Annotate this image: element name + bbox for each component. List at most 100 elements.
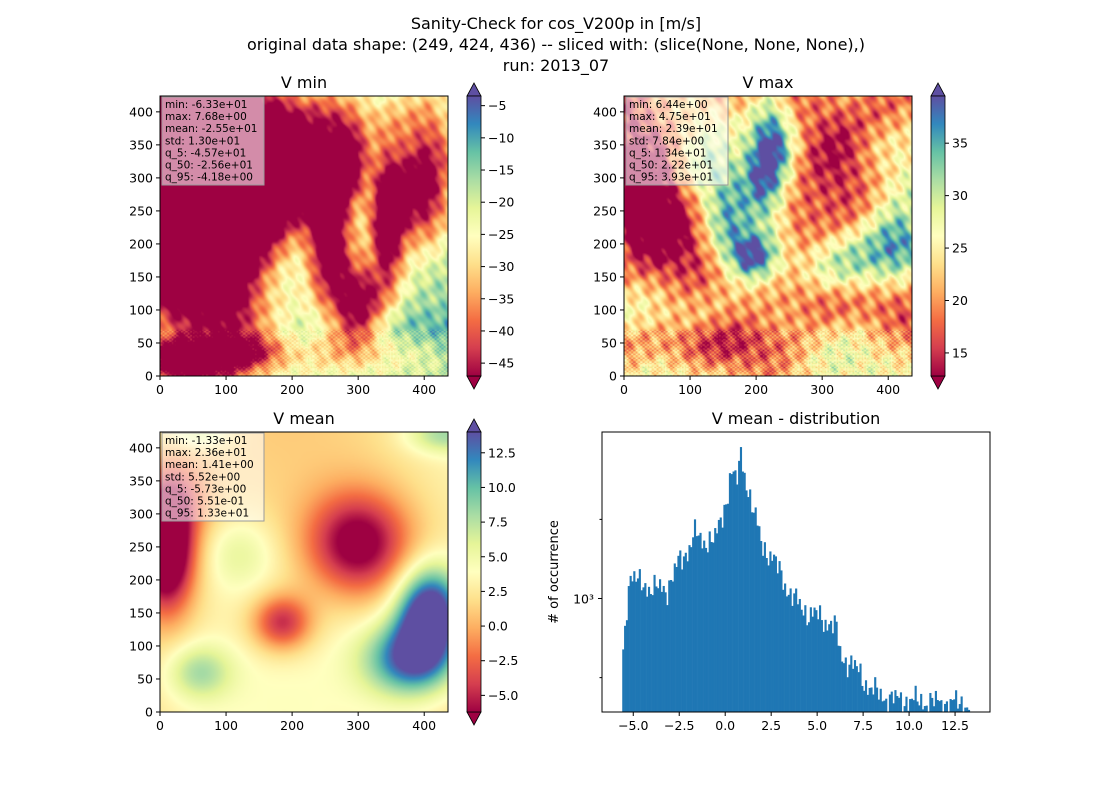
hist-bar <box>629 575 632 712</box>
hist-bar <box>964 707 967 712</box>
hist-bar <box>888 694 892 712</box>
hist-frame <box>601 431 991 713</box>
stats-line: q_5: 1.34e+01 <box>629 147 706 159</box>
stats-line: mean: 2.39e+01 <box>629 123 718 135</box>
vmax-colorbar <box>930 95 946 377</box>
hist-bar <box>923 706 926 712</box>
hist-bar <box>725 504 728 712</box>
hist-bar <box>684 552 687 712</box>
hist-bar <box>936 700 939 712</box>
stats-line: q_5: -5.73e+00 <box>165 483 246 495</box>
hist-bar <box>811 616 814 712</box>
vmean-title: V mean <box>273 409 334 428</box>
hist-bar <box>741 471 744 712</box>
x-tick-label: 2.5 <box>761 718 781 733</box>
y-tick-label: 200 <box>593 236 617 251</box>
colorbar-tick-label: −25 <box>488 227 514 242</box>
y-tick-label: 300 <box>129 506 153 521</box>
vmean-stats-box <box>161 432 265 522</box>
x-tick-label: 100 <box>678 382 702 397</box>
hist-bar <box>664 592 667 712</box>
hist-bar <box>673 563 676 712</box>
hist-bar <box>631 581 634 712</box>
x-tick-label: 400 <box>412 382 436 397</box>
hist-bar <box>778 561 781 712</box>
title-line-2: original data shape: (249, 424, 436) -- … <box>247 35 865 54</box>
hist-bar <box>754 507 757 712</box>
hist-bar <box>727 503 730 712</box>
hist-bar <box>898 697 901 712</box>
colorbar-tick-label: −40 <box>488 323 514 338</box>
x-tick-label: 0 <box>156 382 164 397</box>
x-tick-label: 300 <box>346 718 370 733</box>
hist-bar <box>659 579 662 712</box>
hist-bar <box>894 690 897 712</box>
y-tick-label: 150 <box>129 605 153 620</box>
hist-bar <box>853 660 857 712</box>
vmax-colorbar-extend-bottom <box>930 375 946 390</box>
hist-bar <box>782 589 785 712</box>
stats-line: q_50: -2.56e+01 <box>165 160 253 172</box>
y-tick-label: 0 <box>145 705 153 720</box>
figure-title: Sanity-Check for cos_V200p in [m/s] orig… <box>247 14 865 76</box>
hist-bar <box>828 624 831 712</box>
hist-bar <box>953 699 956 712</box>
hist-bar <box>793 593 796 712</box>
hist-bar <box>874 677 877 712</box>
hist-bar <box>780 570 783 712</box>
y-tick-label: 200 <box>129 572 153 587</box>
hist-bar <box>633 571 636 712</box>
hist-bar <box>932 706 936 712</box>
hist-bar <box>890 691 893 712</box>
hist-bar <box>642 587 645 712</box>
hist-bar <box>745 490 748 712</box>
hist-bar <box>686 561 689 712</box>
hist-bar <box>833 615 836 712</box>
vmean-colorbar-extend-top <box>466 418 482 433</box>
hist-bar <box>857 672 860 712</box>
panel-v-mean: V mean 0 100 200 300 400 0 50 100 150 200 250 300 350… <box>129 409 518 733</box>
hist-bar <box>681 569 684 712</box>
y-tick-label: 100 <box>129 638 153 653</box>
colorbar-tick-label: −10 <box>488 130 514 145</box>
hist-bar <box>826 630 829 712</box>
hist-bar <box>850 655 853 712</box>
x-tick-label: 300 <box>810 382 834 397</box>
hist-bar <box>710 542 713 712</box>
hist-bar <box>625 620 629 712</box>
hist-bar <box>747 497 750 712</box>
hist-bar <box>822 631 825 712</box>
hist-bar <box>872 694 875 712</box>
x-tick-label: 100 <box>214 382 238 397</box>
hist-bar <box>655 586 658 712</box>
stats-line: std: 1.30e+01 <box>165 135 240 147</box>
colorbar-tick-label: −45 <box>488 356 514 371</box>
stats-line: std: 5.52e+00 <box>165 471 240 483</box>
hist-bar <box>798 598 801 712</box>
vmax-title: V max <box>743 73 794 92</box>
hist-bar <box>955 690 958 712</box>
hist-bar <box>879 688 882 712</box>
hist-bar <box>635 581 638 712</box>
hist-bar <box>870 687 873 712</box>
hist-bar <box>896 696 899 712</box>
hist-bar <box>859 663 862 712</box>
colorbar-tick-label: 30 <box>952 188 968 203</box>
hist-bar <box>690 547 693 712</box>
y-tick-label: 250 <box>593 203 617 218</box>
vmin-stats-box <box>161 96 265 186</box>
hist-bar <box>944 703 947 712</box>
hist-bar <box>704 547 708 712</box>
hist-bar <box>679 550 682 712</box>
hist-bar <box>868 687 871 712</box>
hist-bar <box>791 605 794 712</box>
hist-bar <box>835 621 838 712</box>
hist-ylabel: # of occurrence <box>547 520 562 624</box>
colorbar-tick-label: −5 <box>488 98 506 113</box>
hist-bar <box>703 540 706 712</box>
hist-bar <box>809 607 812 712</box>
hist-bar <box>910 698 914 712</box>
hist-bar <box>958 704 961 712</box>
hist-bar <box>758 526 761 712</box>
stats-line: min: -1.33e+01 <box>165 435 247 447</box>
